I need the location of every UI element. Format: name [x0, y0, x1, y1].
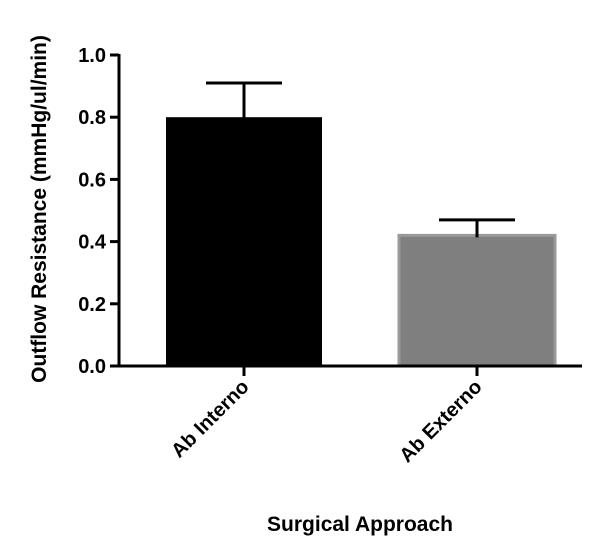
y-ticks-layer: 0.0 0.2 0.4 0.6 0.8 1.0 — [78, 45, 119, 378]
y-tick-label: 0.0 — [78, 356, 106, 378]
x-ticks-layer: Ab Interno Ab Externo — [167, 366, 487, 467]
y-tick-label: 0.2 — [78, 294, 106, 316]
error-bars-layer — [206, 81, 515, 238]
y-tick-label: 0.6 — [78, 169, 106, 191]
bar — [397, 233, 557, 368]
y-axis-title: Outflow Resistance (mmHg/ul/min) — [28, 35, 51, 383]
bars-layer — [166, 117, 557, 368]
y-tick-label: 1.0 — [78, 45, 106, 67]
y-tick-label: 0.8 — [78, 107, 106, 129]
x-category-label: Ab Interno — [167, 376, 253, 462]
x-category-label: Ab Externo — [396, 376, 487, 467]
x-axis-title: Surgical Approach — [267, 513, 453, 536]
bar — [166, 117, 322, 366]
y-tick-label: 0.4 — [78, 232, 107, 254]
